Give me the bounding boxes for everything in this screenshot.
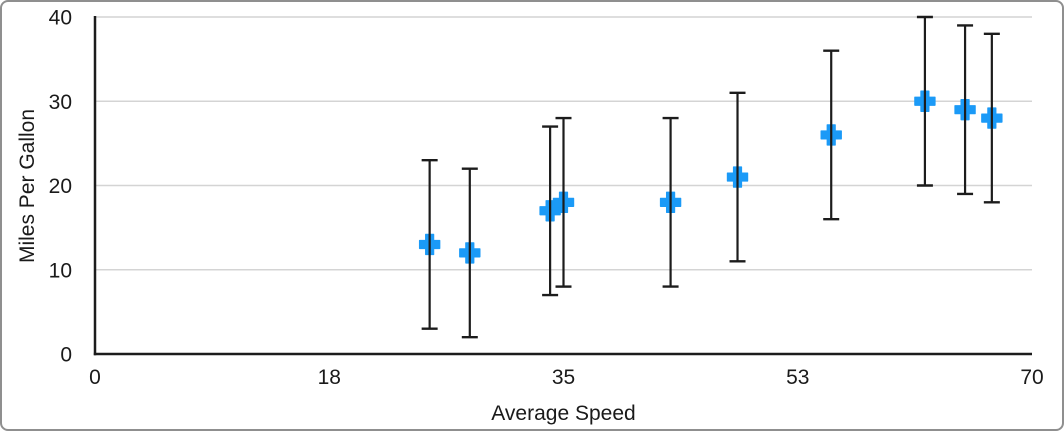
x-tick-label-18: 18 [318,366,341,389]
x-tick-label-53: 53 [786,366,809,389]
x-tick-label-70: 70 [1020,366,1043,389]
y-tick-label-30: 30 [49,91,72,114]
y-tick-label-0: 0 [60,344,72,367]
y-tick-label-40: 40 [49,7,72,30]
x-tick-label-35: 35 [552,366,575,389]
y-tick-label-10: 10 [49,259,72,282]
y-tick-label-20: 20 [49,175,72,198]
x-tick-label-0: 0 [89,366,101,389]
